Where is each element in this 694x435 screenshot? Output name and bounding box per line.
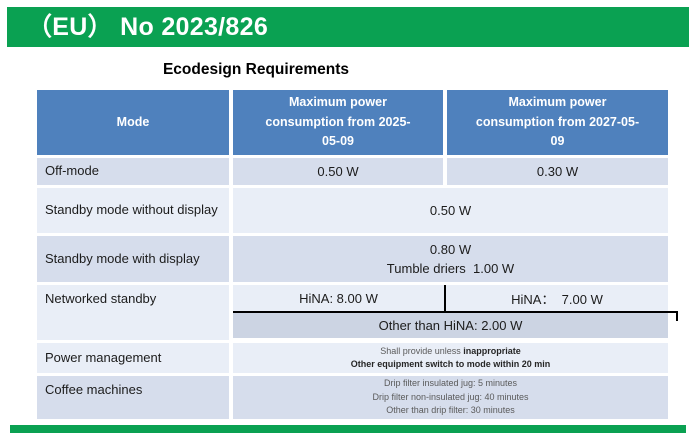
coffee-line2: Drip filter non-insulated jug: 40 minute… (372, 391, 529, 402)
value-text: 0.50 W (429, 202, 472, 218)
header-2027-line: Maximum power (508, 95, 607, 110)
standby-display-value: 0.80 W Tumble driers 1.00 W (233, 236, 668, 282)
annotation-end-tick (676, 311, 678, 321)
value-text: 0.50 W (317, 163, 359, 179)
header-2027-line: 09 (550, 134, 565, 149)
regulation-banner: （EU） No 2023/826 (7, 7, 689, 47)
other-than-hina-value: Other than HiNA: 2.00 W (233, 313, 668, 338)
header-2025-line: 05-09 (322, 134, 354, 149)
header-2027: Maximum power consumption from 2027-05- … (447, 90, 668, 155)
header-2025: Maximum power consumption from 2025- 05-… (233, 90, 443, 155)
value-text: 0.30 W (536, 163, 579, 179)
networked-values: HiNA: 8.00 W HiNA： 7.00 W Other than HiN… (233, 285, 668, 340)
value-text: 0.80 W (429, 241, 472, 257)
hina-value-2027: HiNA： 7.00 W (511, 291, 603, 307)
power-mgmt-line1: Shall provide unless inappropriate (380, 345, 521, 359)
header-2027-line: consumption from 2027-05- (475, 114, 640, 129)
row-networked-label: Networked standby (37, 285, 229, 340)
header-2025-line: Maximum power (289, 95, 387, 110)
ecodesign-table: Mode Maximum power consumption from 2025… (37, 90, 668, 419)
header-2025-line: consumption from 2025- (265, 114, 411, 129)
row-standby-no-display-label: Standby mode without display (37, 188, 229, 233)
row-standby-display-label: Standby mode with display (37, 236, 229, 282)
networked-hina-row: HiNA: 8.00 W HiNA： 7.00 W (233, 285, 668, 313)
annotation-vertical-line (444, 285, 446, 311)
power-mgmt-line2: Other equipment switch to mode within 20… (350, 359, 551, 369)
coffee-line3: Other than drip filter: 30 minutes (386, 405, 515, 416)
annotation-line-extension (668, 311, 678, 313)
value-text: Shall provide unless (380, 345, 464, 356)
hina-value-2025: HiNA: 8.00 W (299, 290, 378, 306)
value-text-bold: inappropriate (463, 345, 521, 356)
row-off-mode-label: Off-mode (37, 158, 229, 185)
coffee-line1: Drip filter insulated jug: 5 minutes (383, 378, 518, 389)
regulation-number: （EU） No 2023/826 (27, 13, 269, 41)
power-mgmt-value: Shall provide unless inappropriate Other… (233, 343, 668, 373)
row-power-mgmt-label: Power management (37, 343, 229, 373)
bottom-accent-bar (10, 425, 686, 433)
off-mode-value-2027: 0.30 W (447, 158, 668, 185)
off-mode-value-2025: 0.50 W (233, 158, 443, 185)
standby-no-display-value: 0.50 W (233, 188, 668, 233)
header-mode: Mode (37, 90, 229, 155)
row-coffee-label: Coffee machines (37, 376, 229, 419)
value-text: Tumble driers 1.00 W (386, 261, 515, 276)
page-title: Ecodesign Requirements (162, 61, 350, 78)
coffee-value: Drip filter insulated jug: 5 minutes Dri… (233, 376, 668, 419)
